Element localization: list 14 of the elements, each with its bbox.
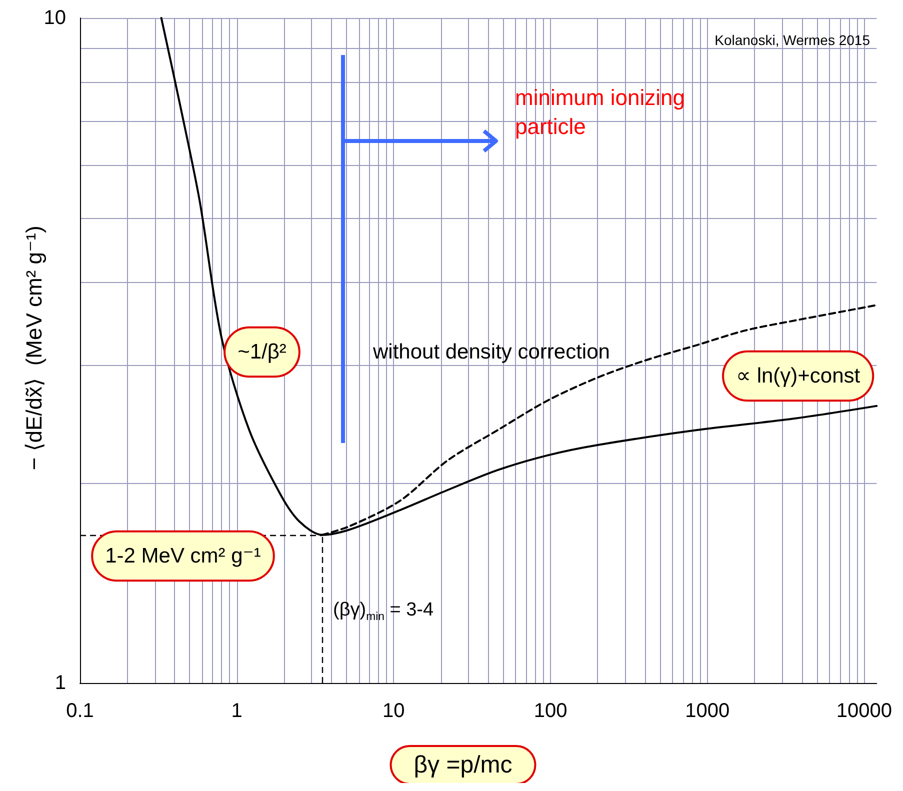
- annotation: ~1/β²: [238, 340, 286, 364]
- y-axis-title: − ⟨dE/dx̃⟩ (MeV cm² g⁻¹): [22, 226, 46, 470]
- x-tick-label: 10: [382, 700, 405, 722]
- x-tick-label: 1000: [685, 700, 730, 722]
- annotation: ∝ ln(γ)+const: [736, 364, 860, 388]
- x-axis-title: βγ =p/mc: [414, 752, 512, 778]
- annotation: without density correction: [372, 340, 610, 364]
- annotation: 1-2 MeV cm² g⁻¹: [105, 544, 261, 568]
- annotation: minimum ionizing particle: [515, 85, 692, 139]
- x-tick-label: 0.1: [66, 700, 94, 722]
- x-tick-label: 1: [231, 700, 242, 722]
- x-tick-label: 10000: [836, 700, 892, 722]
- x-tick-label: 100: [534, 700, 568, 722]
- annotation: Kolanoski, Wermes 2015: [714, 32, 870, 48]
